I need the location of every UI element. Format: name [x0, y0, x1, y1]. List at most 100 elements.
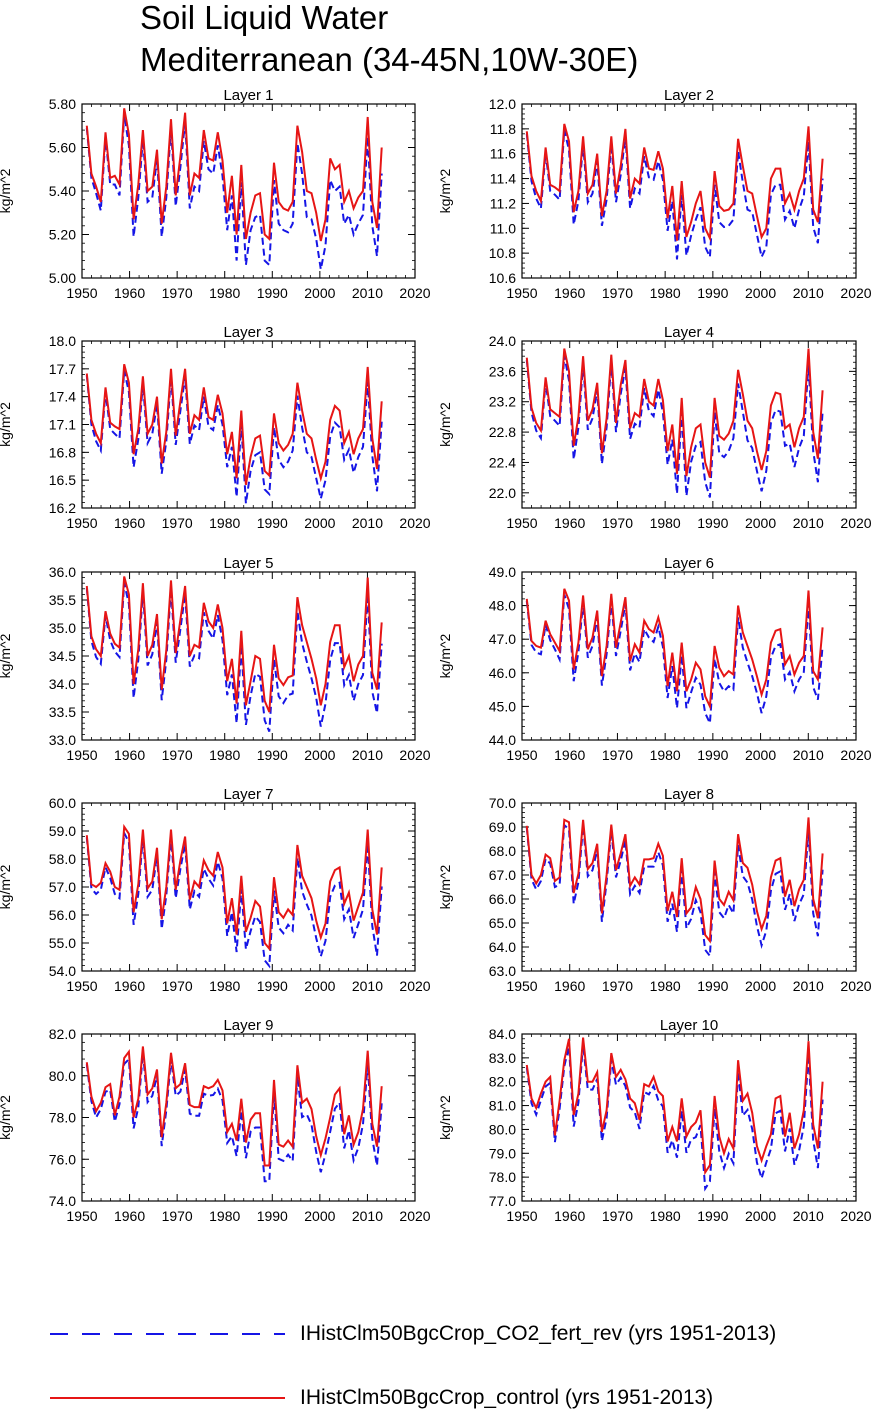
layer-4-ytick-label: 23.6: [489, 363, 516, 379]
layer-7-xtick-label: 2000: [304, 978, 335, 994]
layer-5-xtick-label: 1970: [162, 747, 193, 763]
layer-3-xtick-label: 1960: [114, 515, 145, 531]
layer-4-xtick-label: 2000: [745, 515, 776, 531]
layer-4-xtick-label: 2010: [793, 515, 824, 531]
layer-2-xtick-label: 1980: [650, 285, 681, 301]
layer-5-xtick-label: 1980: [209, 747, 240, 763]
layer-4-frame: [521, 340, 857, 509]
layer-6-series-control: [525, 588, 824, 711]
layer-10-frame: [521, 1033, 857, 1202]
layer-2-xtick-label: 1970: [602, 285, 633, 301]
layer-1-xtick-label: 1980: [209, 285, 240, 301]
layer-10-xtick-label: 2020: [840, 1208, 871, 1224]
layer-8-series-co2-fert-rev: [525, 822, 824, 959]
layer-7-series-control: [85, 823, 383, 952]
layer-2-frame: [521, 103, 857, 279]
layer-7-xtick-label: 1990: [257, 978, 288, 994]
layer-8-title: Layer 8: [664, 786, 714, 803]
layer-2-xtick-label: 1990: [697, 285, 728, 301]
layer-2-ytick-label: 10.8: [489, 245, 516, 261]
layer-3-ytick-label: 18.0: [49, 333, 76, 349]
layer-8-ytick-label: 63.0: [489, 963, 516, 979]
layer-2-xtick-label: 1960: [554, 285, 585, 301]
layer-2-ytick-label: 11.8: [490, 121, 516, 137]
layer-10-xtick-label: 2010: [793, 1208, 824, 1224]
layer-8-ytick-label: 66.0: [489, 891, 516, 907]
layer-1-series-control: [85, 108, 383, 242]
layer-5-ytick-label: 33.5: [49, 704, 76, 720]
layer-2-xtick-label: 2020: [840, 285, 871, 301]
layer-8-xtick-label: 1980: [650, 978, 681, 994]
layer-8-xtick-label: 1970: [602, 978, 633, 994]
layer-3-ytick-label: 17.1: [49, 417, 76, 433]
layer-8-ytick-label: 68.0: [489, 843, 516, 859]
layer-8-xtick-label: 1960: [554, 978, 585, 994]
layer-1-ytick-label: 5.80: [49, 96, 76, 112]
layer-3-ytick-label: 17.4: [49, 389, 76, 405]
layer-9-xtick-label: 2020: [399, 1208, 430, 1224]
layer-7-ytick-label: 54.0: [49, 963, 76, 979]
layer-6-xtick-label: 1960: [554, 747, 585, 763]
layer-6-ytick-label: 46.0: [489, 665, 516, 681]
layer-9-ytick-label: 78.0: [49, 1110, 76, 1126]
layer-7-ytick-label: 55.0: [49, 935, 76, 951]
layer-4-xtick-label: 1980: [650, 515, 681, 531]
layer-8-ytick-label: 64.0: [489, 939, 516, 955]
layer-1-xtick-label: 1950: [66, 285, 97, 301]
layer-6-frame: [521, 571, 857, 741]
layer-2-ytick-label: 11.6: [490, 146, 516, 162]
layer-5-series-control: [85, 576, 383, 713]
layer-10-xtick-label: 2000: [745, 1208, 776, 1224]
layer-5-ylabel: kg/m^2: [0, 633, 13, 678]
legend-lines: [50, 1333, 285, 1399]
layer-6-xtick-label: 2010: [793, 747, 824, 763]
layer-6-xtick-label: 1950: [506, 747, 537, 763]
layer-9-series-co2-fert-rev: [85, 1052, 383, 1183]
layer-5-xtick-label: 2010: [352, 747, 383, 763]
layer-7-ylabel: kg/m^2: [0, 864, 13, 909]
layer-5-xtick-label: 2000: [304, 747, 335, 763]
layer-5-xtick-label: 2020: [399, 747, 430, 763]
layer-8-xtick-label: 2010: [793, 978, 824, 994]
layer-9-ytick-label: 76.0: [49, 1151, 76, 1167]
layer-3-ytick-label: 16.5: [49, 472, 76, 488]
layer-4-xtick-label: 2020: [840, 515, 871, 531]
layer-4-ylabel: kg/m^2: [437, 402, 453, 447]
layer-2-series-control: [525, 123, 824, 243]
layer-9-xtick-label: 2000: [304, 1208, 335, 1224]
layer-2-ytick-label: 11.0: [490, 220, 516, 236]
layer-5-xtick-label: 1990: [257, 747, 288, 763]
layer-4-ytick-label: 22.8: [489, 424, 516, 440]
layer-4-xtick-label: 1990: [697, 515, 728, 531]
layer-5-xtick-label: 1950: [66, 747, 97, 763]
layer-5-ytick-label: 34.0: [49, 676, 76, 692]
layer-2-xtick-label: 2010: [793, 285, 824, 301]
layer-6-ytick-label: 47.0: [489, 631, 516, 647]
layer-2-ytick-label: 11.4: [490, 171, 516, 187]
figure-title-line-2: Mediterranean (34-45N,10W-30E): [140, 41, 639, 78]
layer-9-title: Layer 9: [223, 1017, 273, 1034]
layer-5-title: Layer 5: [223, 555, 273, 572]
layer-7-ytick-label: 57.0: [49, 879, 76, 895]
layer-4-ytick-label: 23.2: [489, 394, 516, 410]
layer-5-ytick-label: 35.0: [49, 620, 76, 636]
layer-3-xtick-label: 1970: [162, 515, 193, 531]
layer-7-ytick-label: 59.0: [49, 823, 76, 839]
layer-10-ytick-label: 81.0: [489, 1098, 516, 1114]
layer-10-ytick-label: 80.0: [489, 1121, 516, 1137]
layer-7-ytick-label: 56.0: [49, 907, 76, 923]
layer-1-xtick-label: 2020: [399, 285, 430, 301]
layer-3-xtick-label: 1950: [66, 515, 97, 531]
layer-7-xtick-label: 1960: [114, 978, 145, 994]
layer-3-xtick-label: 2000: [304, 515, 335, 531]
layer-2-ytick-label: 10.6: [489, 270, 516, 286]
layer-7-xtick-label: 2010: [352, 978, 383, 994]
layer-8-ytick-label: 65.0: [489, 915, 516, 931]
layer-10-ytick-label: 77.0: [489, 1193, 516, 1209]
layer-7-ytick-label: 58.0: [49, 851, 76, 867]
layer-10-xtick-label: 1970: [602, 1208, 633, 1224]
layer-2-ytick-label: 11.2: [490, 195, 516, 211]
layer-7-ytick-label: 60.0: [49, 795, 76, 811]
layer-10-xtick-label: 1990: [697, 1208, 728, 1224]
